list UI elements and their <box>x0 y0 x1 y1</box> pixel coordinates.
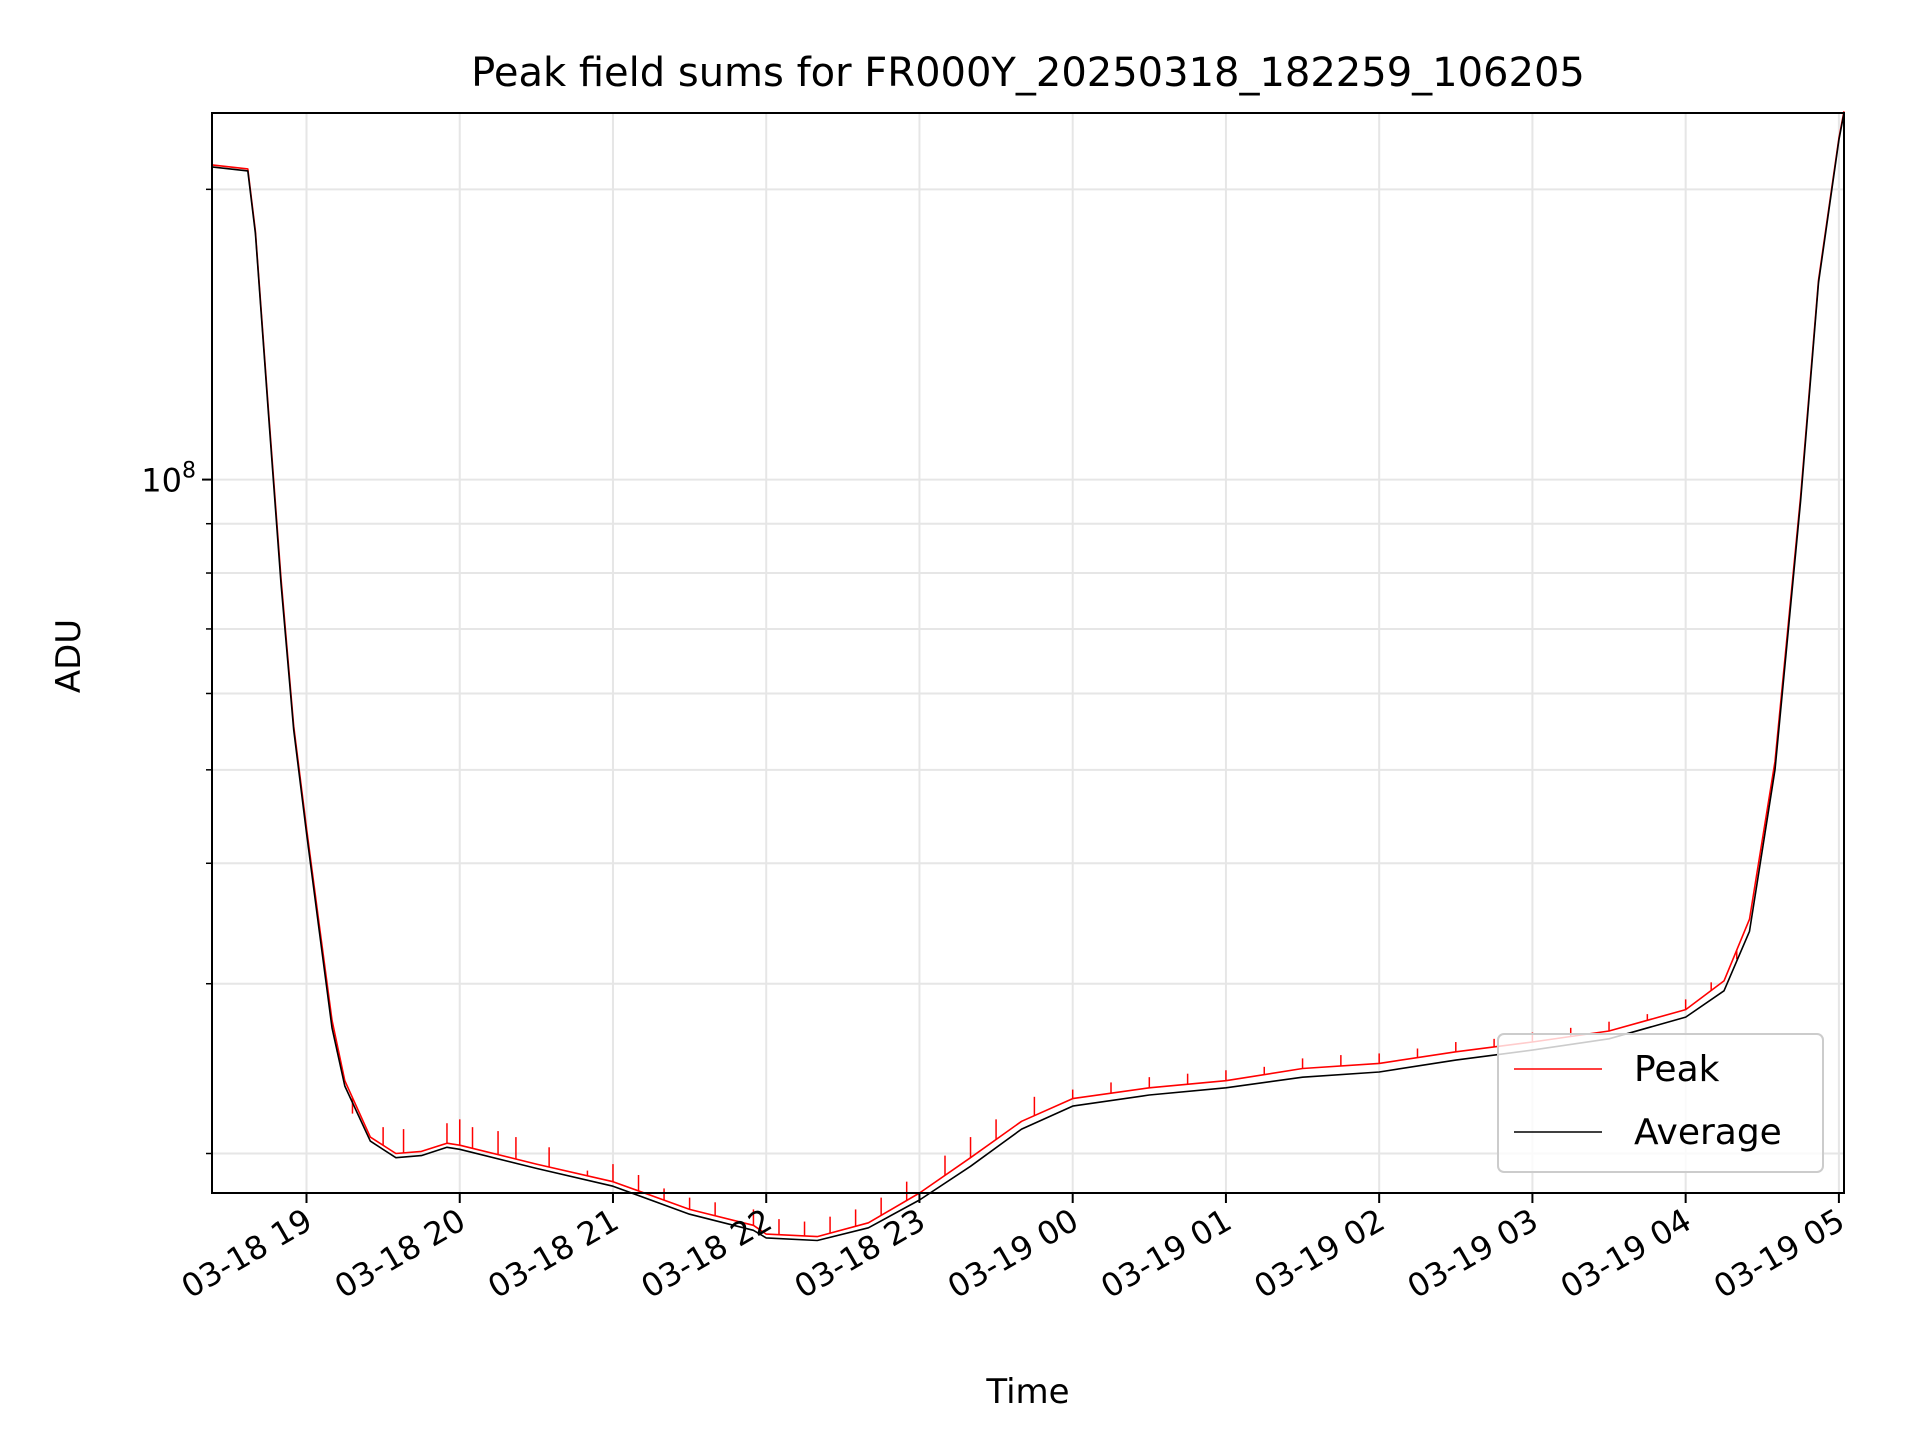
plot-frame <box>211 112 1845 1194</box>
series-line-average <box>211 112 1845 1242</box>
legend-label-average: Average <box>1634 1112 1782 1153</box>
grid <box>212 113 1844 1193</box>
y-axis-ticks: 108 <box>141 188 212 1155</box>
plot-series <box>211 111 1845 1242</box>
legend: Peak Average <box>1497 1033 1824 1173</box>
legend-label-peak: Peak <box>1634 1049 1720 1090</box>
chart-title: Peak field sums for FR000Y_20250318_1822… <box>471 50 1585 96</box>
x-axis-label: Time <box>985 1372 1069 1412</box>
y-tick-label: 108 <box>141 459 196 500</box>
y-axis-label: ADU <box>49 619 89 693</box>
